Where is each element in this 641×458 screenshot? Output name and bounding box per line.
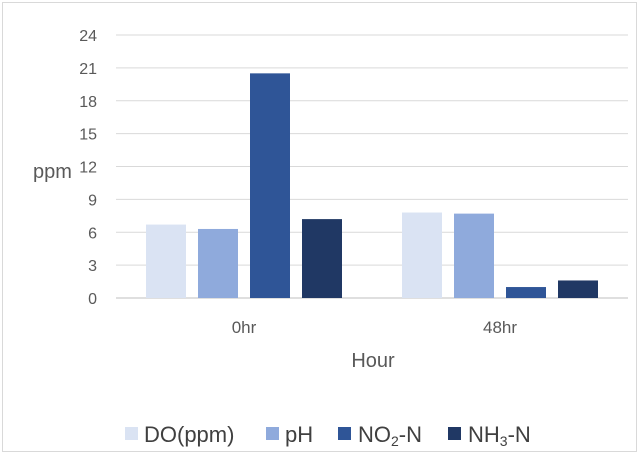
legend-item-no2: NO2-N	[338, 422, 422, 449]
legend-swatch-do	[125, 427, 138, 440]
legend-swatch-no2	[338, 427, 351, 440]
y-tick-label: 0	[88, 291, 97, 308]
y-axis-ticks: 0 3 6 9 12 15 18 21 24	[79, 28, 97, 308]
bar-ph-0hr	[198, 228, 238, 298]
bar-nh3-n-48hr	[558, 280, 598, 298]
legend-swatch-nh3	[448, 427, 461, 440]
legend-swatch-ph	[266, 427, 279, 440]
legend-label-no2: NO2-N	[358, 422, 422, 449]
y-tick-label: 24	[79, 28, 97, 45]
legend-label-ph: pH	[285, 422, 313, 447]
y-axis-title: ppm	[33, 161, 72, 183]
bar-nh3-n-0hr	[302, 219, 342, 298]
legend-label-nh3: NH3-N	[468, 422, 531, 449]
y-tick-label: 12	[79, 160, 97, 177]
legend-item-do: DO(ppm)	[125, 422, 234, 447]
legend: DO(ppm) pH NO2-N NH3-N	[125, 422, 531, 449]
gridlines	[116, 34, 628, 299]
bar-do-ppm--48hr	[402, 212, 442, 298]
bar-ph-48hr	[454, 213, 494, 298]
y-tick-label: 3	[88, 258, 97, 275]
legend-item-ph: pH	[266, 422, 313, 447]
x-axis-categories: 0hr 48hr	[232, 318, 518, 337]
y-tick-label: 18	[79, 94, 97, 111]
x-category-label: 0hr	[232, 318, 257, 337]
x-axis-title: Hour	[351, 350, 395, 372]
y-tick-label: 15	[79, 127, 97, 144]
bar-no2-n-48hr	[506, 287, 546, 298]
y-tick-label: 21	[79, 61, 97, 78]
y-tick-label: 6	[88, 225, 97, 242]
bar-chart: 0 3 6 9 12 15 18 21 24 0hr 48hr ppm Hour DO(ppm) …	[33, 28, 628, 449]
x-category-label: 48hr	[483, 318, 517, 337]
chart-frame: 0 3 6 9 12 15 18 21 24 0hr 48hr ppm Hour DO(ppm) …	[2, 2, 637, 452]
bar-no2-n-0hr	[250, 73, 290, 299]
legend-label-do: DO(ppm)	[144, 422, 234, 447]
bar-do-ppm--0hr	[146, 224, 186, 298]
y-tick-label: 9	[88, 192, 97, 209]
legend-item-nh3: NH3-N	[448, 422, 531, 449]
bars	[146, 73, 598, 299]
